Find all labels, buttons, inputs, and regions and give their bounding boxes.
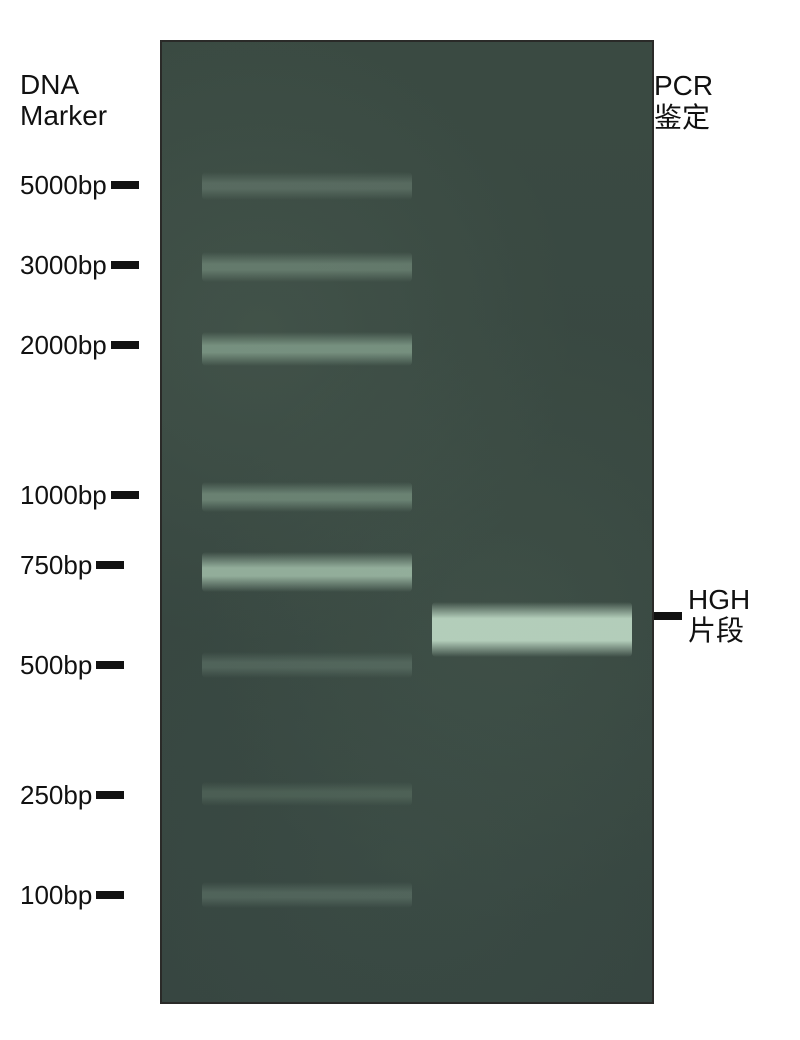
- marker-size-text: 500bp: [20, 650, 92, 681]
- marker-tick: [96, 561, 124, 569]
- pcr-title: PCR 鉴定: [654, 70, 713, 134]
- marker-size-text: 100bp: [20, 880, 92, 911]
- marker-tick: [111, 181, 139, 189]
- marker-tick: [111, 491, 139, 499]
- marker-size-text: 1000bp: [20, 480, 107, 511]
- marker-band: [202, 252, 412, 282]
- dna-marker-title: DNA Marker: [20, 70, 107, 132]
- hgh-label-bar: [654, 612, 682, 620]
- hgh-label-line2: 片段: [688, 615, 744, 646]
- marker-band: [202, 172, 412, 200]
- gel-image: [160, 40, 654, 1004]
- marker-label: 1000bp: [20, 483, 139, 507]
- marker-size-text: 3000bp: [20, 250, 107, 281]
- hgh-label-text: HGH 片段: [688, 585, 750, 647]
- lane-marker: [202, 42, 412, 1002]
- hgh-fragment-label: HGH 片段: [654, 585, 750, 647]
- marker-band: [202, 882, 412, 908]
- marker-band: [202, 332, 412, 366]
- marker-label: 100bp: [20, 883, 124, 907]
- marker-tick: [111, 341, 139, 349]
- pcr-title-line2: 鉴定: [654, 102, 710, 133]
- dna-marker-title-line2: Marker: [20, 100, 107, 131]
- marker-label: 3000bp: [20, 253, 139, 277]
- marker-size-text: 5000bp: [20, 170, 107, 201]
- marker-tick: [111, 261, 139, 269]
- marker-label: 5000bp: [20, 173, 139, 197]
- marker-tick: [96, 661, 124, 669]
- dna-marker-title-line1: DNA: [20, 69, 79, 100]
- marker-tick: [96, 791, 124, 799]
- marker-label: 2000bp: [20, 333, 139, 357]
- marker-size-text: 750bp: [20, 550, 92, 581]
- marker-label: 250bp: [20, 783, 124, 807]
- pcr-title-line1: PCR: [654, 70, 713, 101]
- lane-pcr: [432, 42, 642, 1002]
- marker-band: [202, 552, 412, 592]
- gel-figure: DNA Marker 5000bp 3000bp 2000bp 1000bp 750bp…: [20, 20, 780, 1020]
- marker-tick: [96, 891, 124, 899]
- hgh-label-line1: HGH: [688, 584, 750, 615]
- marker-size-text: 250bp: [20, 780, 92, 811]
- marker-band: [202, 652, 412, 678]
- marker-band: [202, 782, 412, 806]
- marker-label: 500bp: [20, 653, 124, 677]
- marker-size-text: 2000bp: [20, 330, 107, 361]
- marker-label: 750bp: [20, 553, 124, 577]
- marker-band: [202, 482, 412, 512]
- pcr-band-hgh: [432, 602, 632, 657]
